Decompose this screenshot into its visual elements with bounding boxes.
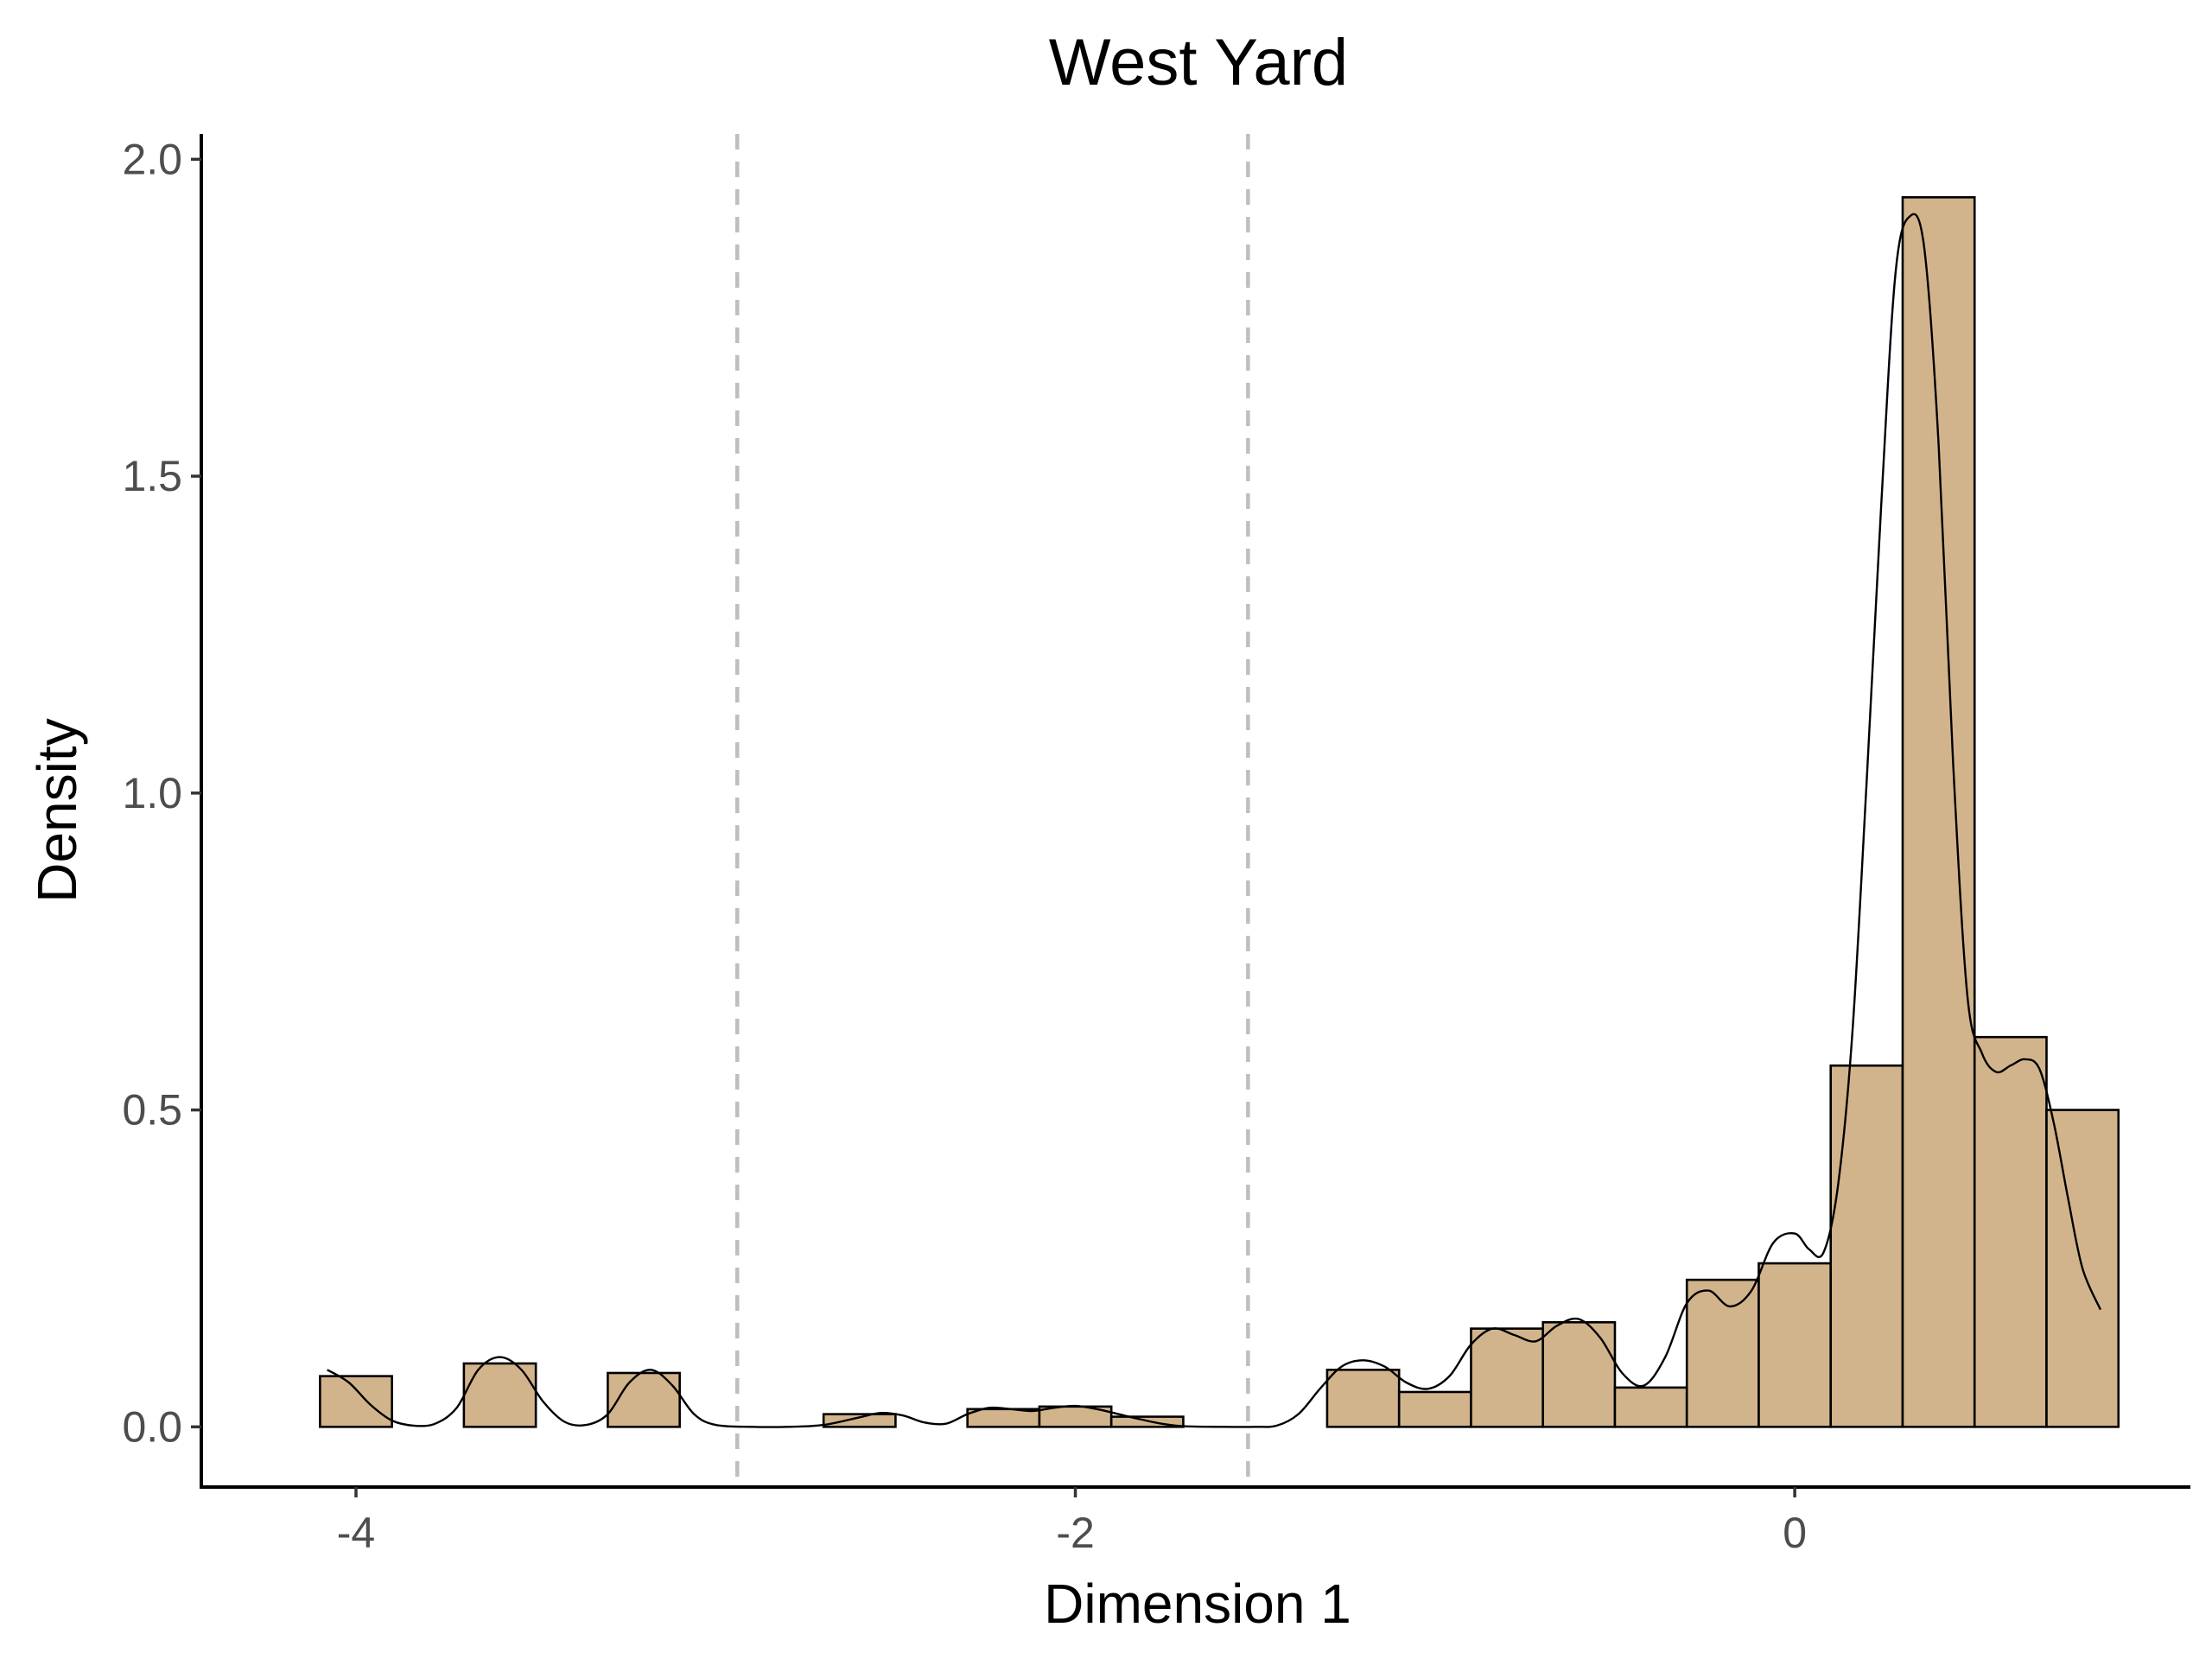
histogram-bar <box>822 1413 897 1428</box>
reference-lines <box>734 134 1250 1487</box>
histogram-bar <box>1829 1064 1904 1428</box>
histogram-bar <box>1470 1327 1545 1428</box>
y-axis-ticks: 0.0 0.5 1.0 1.5 2.0 <box>122 135 201 1451</box>
y-tick-label: 0.5 <box>122 1086 182 1135</box>
y-tick-label: 2.0 <box>122 135 182 183</box>
histogram-bar <box>1325 1369 1401 1428</box>
histogram-bar <box>1397 1390 1472 1428</box>
x-axis-ticks: -4 -2 0 <box>337 1487 1807 1557</box>
histogram-bar <box>1758 1262 1833 1428</box>
histogram-bar <box>1613 1386 1688 1428</box>
histogram-bars <box>319 196 2120 1428</box>
x-tick-label: -2 <box>1056 1509 1094 1557</box>
histogram-bar <box>1541 1320 1617 1428</box>
histogram-bar <box>319 1375 393 1428</box>
histogram-bar <box>1685 1278 1760 1428</box>
y-tick-label: 1.5 <box>122 452 182 500</box>
histogram-bar <box>1973 1035 2048 1428</box>
histogram-bar <box>1901 196 1976 1428</box>
density-curve <box>327 213 2102 1428</box>
chart-title: West Yard <box>1049 26 1348 99</box>
x-tick-label: -4 <box>337 1509 375 1557</box>
y-axis-title: Density <box>26 718 88 902</box>
y-tick-label: 0.0 <box>122 1402 182 1451</box>
x-axis-title: Dimension 1 <box>1044 1573 1351 1635</box>
x-tick-label: 0 <box>1783 1509 1807 1557</box>
y-tick-label: 1.0 <box>122 769 182 817</box>
